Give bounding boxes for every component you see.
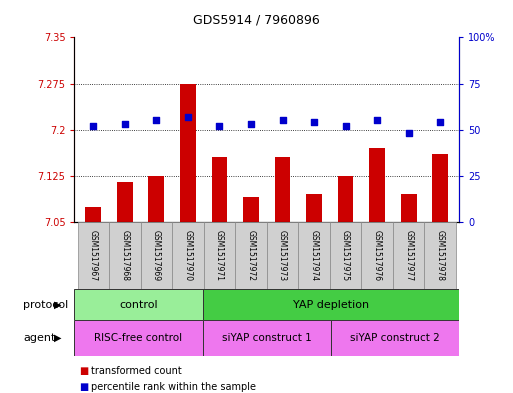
Point (436, 119, 444, 125)
Point (152, 117, 161, 123)
Text: GSM1517969: GSM1517969 (152, 230, 161, 281)
Point (279, 117, 287, 123)
Bar (338, 176, 353, 222)
Bar (330, 222, 361, 289)
Point (215, 123, 224, 129)
Bar (203, 320, 331, 356)
Text: agent: agent (23, 333, 55, 343)
Bar (211, 158, 227, 222)
Point (121, 121, 129, 127)
Text: ■: ■ (80, 366, 89, 376)
Text: GSM1517978: GSM1517978 (436, 230, 445, 281)
Text: protocol: protocol (23, 299, 68, 310)
Text: GSM1517971: GSM1517971 (215, 230, 224, 281)
Point (247, 121, 255, 127)
Bar (203, 289, 459, 320)
Text: ■: ■ (80, 382, 89, 392)
Bar (141, 222, 172, 289)
Bar (86, 207, 101, 222)
Bar (74, 320, 203, 356)
Text: GSM1517967: GSM1517967 (89, 230, 98, 281)
Bar (306, 195, 322, 222)
Text: transformed count: transformed count (91, 366, 182, 376)
Text: GSM1517970: GSM1517970 (184, 230, 192, 281)
Bar (117, 182, 133, 222)
Point (89, 123, 97, 129)
Bar (401, 195, 417, 222)
Text: GSM1517977: GSM1517977 (404, 230, 413, 281)
Text: GSM1517968: GSM1517968 (121, 230, 129, 281)
Text: percentile rank within the sample: percentile rank within the sample (91, 382, 256, 392)
Bar (172, 222, 204, 289)
Text: YAP depletion: YAP depletion (293, 299, 369, 310)
Text: RISC-free control: RISC-free control (94, 333, 183, 343)
Point (405, 130, 413, 136)
Text: siYAP construct 2: siYAP construct 2 (350, 333, 440, 343)
Text: ▶: ▶ (54, 333, 62, 343)
Bar (235, 222, 267, 289)
Bar (393, 222, 424, 289)
Point (373, 117, 381, 123)
Bar (109, 222, 141, 289)
Bar (424, 222, 456, 289)
Text: GDS5914 / 7960896: GDS5914 / 7960896 (193, 14, 320, 27)
Text: GSM1517973: GSM1517973 (278, 230, 287, 281)
Point (184, 114, 192, 120)
Bar (298, 222, 330, 289)
Text: control: control (119, 299, 158, 310)
Bar (432, 154, 448, 222)
Bar (267, 222, 298, 289)
Text: GSM1517972: GSM1517972 (246, 230, 255, 281)
Text: GSM1517974: GSM1517974 (309, 230, 319, 281)
Bar (361, 222, 393, 289)
Bar (74, 289, 203, 320)
Text: GSM1517975: GSM1517975 (341, 230, 350, 281)
Bar (274, 158, 290, 222)
Text: siYAP construct 1: siYAP construct 1 (222, 333, 311, 343)
Bar (77, 222, 109, 289)
Point (310, 119, 318, 125)
Text: ▶: ▶ (54, 299, 62, 310)
Bar (180, 84, 196, 222)
Bar (148, 176, 164, 222)
Bar (243, 197, 259, 222)
Point (342, 123, 350, 129)
Text: GSM1517976: GSM1517976 (372, 230, 382, 281)
Bar (369, 148, 385, 222)
Bar (204, 222, 235, 289)
Bar (331, 320, 459, 356)
